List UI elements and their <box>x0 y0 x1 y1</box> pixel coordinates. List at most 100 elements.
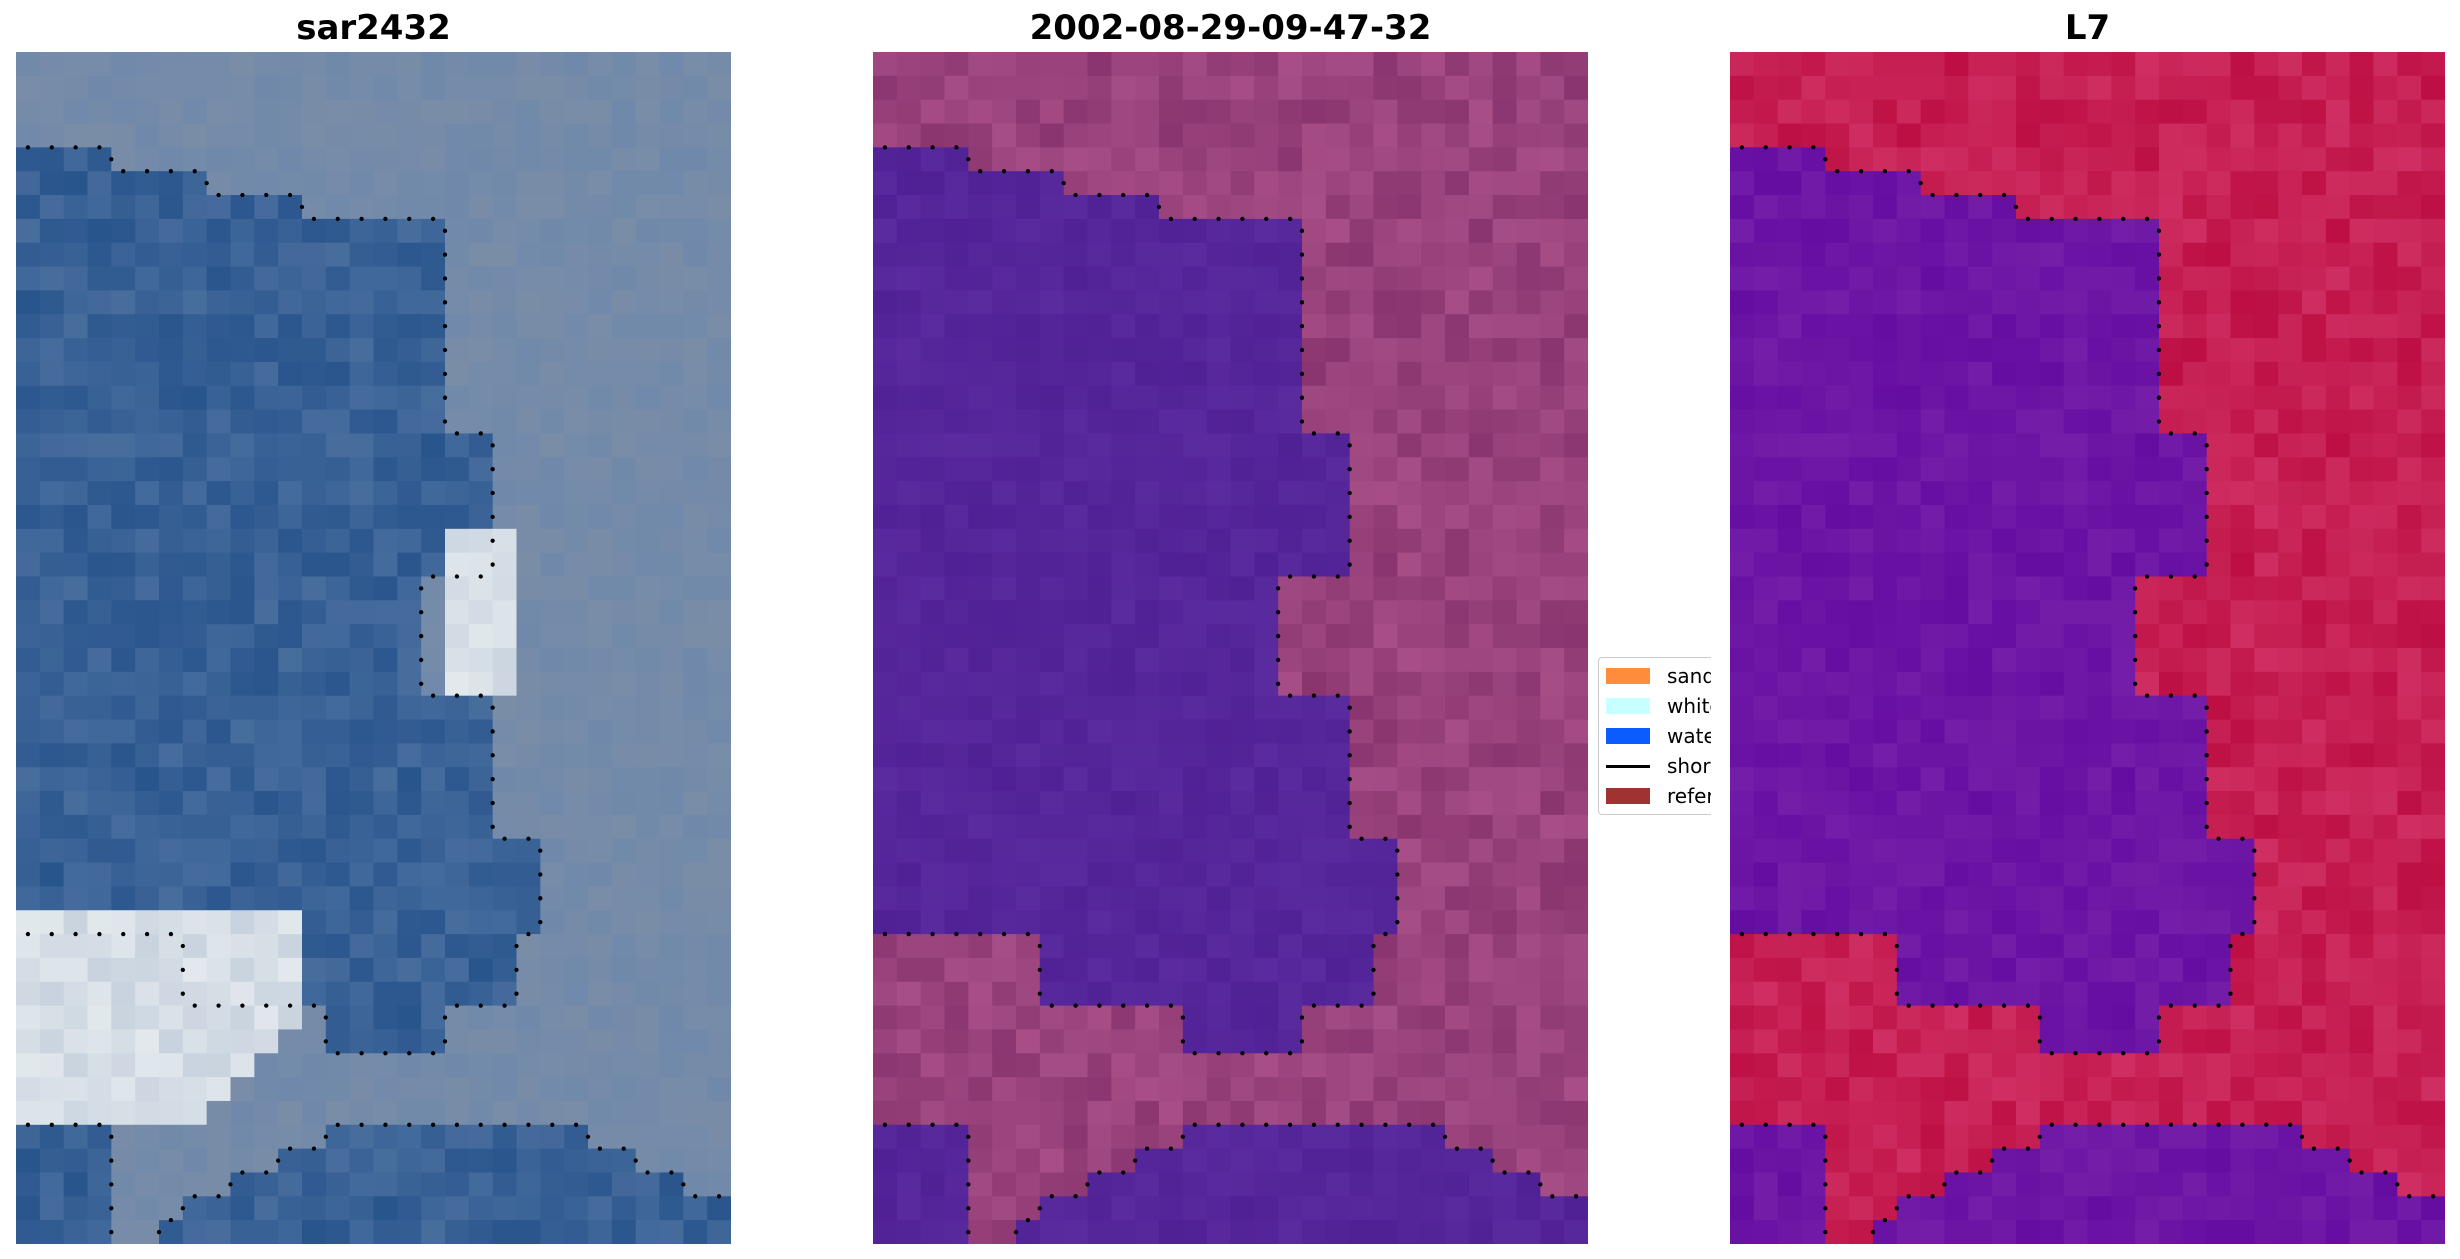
raster-cell <box>896 52 922 77</box>
raster-cell <box>968 75 993 101</box>
shoreline-point <box>1347 729 1352 734</box>
raster-cell <box>873 1053 898 1078</box>
raster-cell <box>1373 981 1398 1007</box>
raster-cell <box>1564 1196 1588 1221</box>
raster-cell <box>1302 886 1327 911</box>
raster-cell <box>588 648 613 673</box>
raster-cell <box>1825 385 1850 411</box>
raster-cell <box>2135 99 2160 124</box>
raster-cell <box>707 719 731 744</box>
raster-cell <box>516 75 541 101</box>
raster-cell <box>39 624 65 649</box>
raster-cell <box>1206 361 1231 387</box>
raster-cell <box>445 1029 470 1054</box>
raster-cell <box>182 52 208 77</box>
raster-cell <box>2373 361 2398 387</box>
raster-cell <box>611 75 637 101</box>
raster-cell <box>1540 695 1565 720</box>
raster-cell <box>159 361 184 387</box>
raster-cell <box>564 624 589 649</box>
raster-cell <box>2302 886 2327 911</box>
raster-cell <box>1087 934 1112 959</box>
raster-cell <box>896 957 922 983</box>
raster-cell <box>564 552 589 577</box>
raster-cell <box>1373 1005 1398 1030</box>
raster-cell <box>63 576 88 601</box>
raster-cell <box>2397 361 2422 387</box>
raster-cell <box>230 171 255 196</box>
raster-cell <box>516 433 541 458</box>
raster-cell <box>659 576 684 601</box>
raster-cell <box>2135 75 2160 101</box>
raster-cell <box>135 838 160 864</box>
raster-cell <box>707 838 731 864</box>
raster-cell <box>1302 743 1327 768</box>
raster-cell <box>1968 1220 1993 1244</box>
raster-cell <box>373 409 398 434</box>
raster-cell <box>2135 338 2160 363</box>
raster-cell <box>1135 1005 1160 1030</box>
raster-cell <box>1254 504 1279 530</box>
raster-cell <box>111 147 136 172</box>
raster-cell <box>1730 934 1755 959</box>
raster-cell <box>1944 218 1969 244</box>
raster-cell <box>2421 671 2445 697</box>
raster-cell <box>206 934 231 959</box>
raster-cell <box>1302 1124 1327 1150</box>
raster-cell <box>2349 1029 2374 1054</box>
raster-cell <box>1540 147 1565 172</box>
raster-cell <box>635 314 660 339</box>
raster-cell <box>2016 242 2041 268</box>
raster-cell <box>278 171 303 196</box>
raster-cell <box>588 862 613 887</box>
raster-cell <box>1039 1100 1065 1126</box>
raster-cell <box>2087 838 2112 864</box>
raster-cell <box>302 981 327 1007</box>
raster-cell <box>87 600 112 625</box>
raster-cell <box>1753 290 1779 315</box>
raster-cell <box>611 624 637 649</box>
raster-cell <box>1445 791 1470 816</box>
raster-cell <box>87 1029 112 1054</box>
raster-cell <box>2278 862 2303 887</box>
raster-cell <box>2039 791 2065 816</box>
raster-cell <box>1492 814 1517 840</box>
raster-cell <box>1230 934 1255 959</box>
raster-cell <box>1540 838 1565 864</box>
raster-cell <box>1849 767 1874 792</box>
raster-cell <box>230 52 255 77</box>
raster-cell <box>2325 52 2351 77</box>
raster-cell <box>635 99 660 124</box>
raster-cell <box>182 218 208 244</box>
raster-cell <box>1516 147 1541 172</box>
raster-cell <box>2039 624 2065 649</box>
raster-cell <box>373 361 398 387</box>
raster-cell <box>1468 171 1494 196</box>
raster-cell <box>873 433 898 458</box>
raster-cell <box>349 433 374 458</box>
raster-cell <box>516 99 541 124</box>
raster-cell <box>302 1005 327 1030</box>
raster-cell <box>2087 1196 2112 1221</box>
raster-cell <box>445 52 470 77</box>
raster-cell <box>2063 528 2088 554</box>
raster-cell <box>1992 910 2017 935</box>
raster-cell <box>230 719 255 744</box>
raster-cell <box>1206 1172 1231 1197</box>
raster-cell <box>968 147 993 172</box>
raster-cell <box>659 552 684 577</box>
raster-cell <box>1063 814 1088 840</box>
raster-cell <box>611 719 637 744</box>
raster-cell <box>1135 1148 1160 1173</box>
raster-cell <box>1421 385 1446 411</box>
raster-cell <box>2278 528 2303 554</box>
raster-cell <box>1135 528 1160 554</box>
raster-cell <box>1206 743 1231 768</box>
raster-cell <box>373 814 398 840</box>
raster-cell <box>445 99 470 124</box>
shoreline-point <box>1359 1003 1364 1008</box>
raster-cell <box>1468 385 1494 411</box>
shoreline-point <box>930 1122 935 1127</box>
raster-cell <box>349 1124 374 1150</box>
raster-cell <box>1825 743 1850 768</box>
